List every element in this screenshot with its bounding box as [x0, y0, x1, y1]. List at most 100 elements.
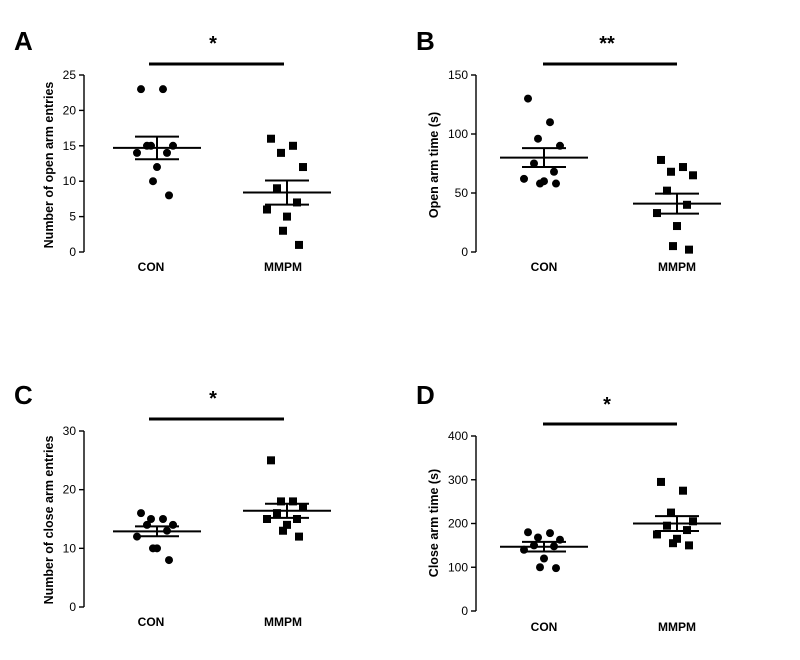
data-point-mmpm — [669, 539, 677, 548]
panel-d: D 0 100 200 300 400 Close arm time (s) * CON… — [416, 380, 721, 634]
data-point-mmpm — [293, 198, 301, 207]
data-point-con — [149, 177, 157, 186]
data-point-mmpm — [279, 526, 287, 535]
y-tick-label: 400 — [448, 429, 468, 443]
data-point-mmpm — [279, 226, 287, 235]
data-point-mmpm — [667, 167, 675, 176]
data-point-con — [159, 85, 167, 94]
data-point-mmpm — [283, 212, 291, 221]
y-tick-label: 10 — [63, 541, 77, 555]
data-point-mmpm — [673, 534, 681, 543]
data-point-mmpm — [653, 530, 661, 539]
data-point-mmpm — [689, 517, 697, 526]
y-tick-label: 0 — [69, 245, 76, 259]
data-point-mmpm — [283, 520, 291, 529]
y-tick-label: 0 — [69, 600, 76, 614]
data-point-con — [552, 179, 560, 188]
data-point-mmpm — [289, 497, 297, 506]
data-point-con — [133, 148, 141, 157]
y-tick-label: 100 — [448, 127, 468, 141]
y-axis-title: Number of open arm entries — [42, 82, 56, 249]
data-point-mmpm — [689, 171, 697, 180]
data-point-mmpm — [273, 509, 281, 518]
data-point-mmpm — [663, 521, 671, 530]
data-point-con — [536, 179, 544, 188]
y-tick-label: 0 — [461, 604, 468, 618]
data-point-mmpm — [263, 515, 271, 523]
data-point-mmpm — [299, 503, 307, 512]
data-point-mmpm — [277, 497, 285, 506]
data-point-con — [540, 554, 548, 563]
data-point-con — [524, 94, 532, 103]
significance-label: * — [209, 33, 217, 55]
data-point-mmpm — [267, 134, 275, 143]
y-tick-label: 30 — [63, 424, 77, 438]
data-point-con — [534, 134, 542, 143]
category-label-mmpm: MMPM — [658, 260, 696, 274]
data-point-mmpm — [299, 163, 307, 172]
data-point-mmpm — [679, 163, 687, 172]
data-point-con — [169, 520, 177, 529]
panel-letter: C — [14, 380, 33, 410]
data-point-con — [149, 544, 157, 553]
category-label-con: CON — [531, 260, 558, 274]
significance-label: * — [209, 388, 217, 410]
data-point-mmpm — [669, 242, 677, 251]
y-tick-label: 50 — [455, 186, 469, 200]
category-label-con: CON — [138, 615, 165, 629]
significance-label: * — [603, 394, 611, 416]
panel-letter: D — [416, 380, 435, 410]
y-tick-label: 20 — [63, 103, 77, 117]
y-tick-label: 200 — [448, 517, 468, 531]
data-point-mmpm — [295, 532, 303, 541]
plot-area-a: 0 5 10 15 20 25 — [63, 62, 331, 259]
y-tick-label: 15 — [63, 139, 77, 153]
plot-area-d: 0 100 200 300 400 — [448, 422, 721, 618]
data-point-mmpm — [683, 200, 691, 209]
data-point-con — [546, 118, 554, 127]
data-point-mmpm — [277, 148, 285, 157]
panel-letter: A — [14, 26, 33, 56]
category-label-con: CON — [138, 260, 165, 274]
panel-letter: B — [416, 26, 435, 56]
y-tick-label: 100 — [448, 560, 468, 574]
data-point-con — [153, 163, 161, 172]
data-point-mmpm — [273, 184, 281, 193]
data-point-con — [536, 563, 544, 572]
data-point-con — [520, 174, 528, 183]
y-tick-label: 5 — [69, 210, 76, 224]
data-point-con — [137, 509, 145, 518]
data-point-con — [165, 556, 173, 565]
y-tick-label: 25 — [63, 68, 77, 82]
y-axis-title: Open arm time (s) — [427, 112, 441, 218]
data-point-mmpm — [663, 186, 671, 195]
plot-area-b: 0 50 100 150 — [448, 62, 721, 259]
plot-area-c: 0 10 20 30 — [63, 417, 331, 614]
y-axis-title: Number of close arm entries — [42, 436, 56, 605]
category-label-con: CON — [531, 620, 558, 634]
data-point-con — [147, 515, 155, 523]
data-point-con — [163, 148, 171, 157]
data-point-mmpm — [679, 486, 687, 495]
data-point-mmpm — [293, 515, 301, 523]
y-tick-label: 10 — [63, 174, 77, 188]
y-tick-label: 0 — [461, 245, 468, 259]
y-tick-label: 300 — [448, 473, 468, 487]
data-point-con — [159, 515, 167, 523]
y-axis-title: Close arm time (s) — [427, 469, 441, 577]
panel-b: B 0 50 100 150 Open arm time (s) ** CON MMP… — [416, 26, 721, 274]
category-label-mmpm: MMPM — [658, 620, 696, 634]
y-tick-label: 20 — [63, 483, 77, 497]
data-point-mmpm — [685, 245, 693, 254]
data-point-con — [550, 167, 558, 176]
data-point-mmpm — [673, 222, 681, 231]
data-point-con — [137, 85, 145, 94]
data-point-con — [552, 564, 560, 573]
significance-label: ** — [599, 33, 615, 55]
data-point-mmpm — [289, 141, 297, 150]
data-point-con — [165, 191, 173, 200]
data-point-con — [546, 529, 554, 538]
